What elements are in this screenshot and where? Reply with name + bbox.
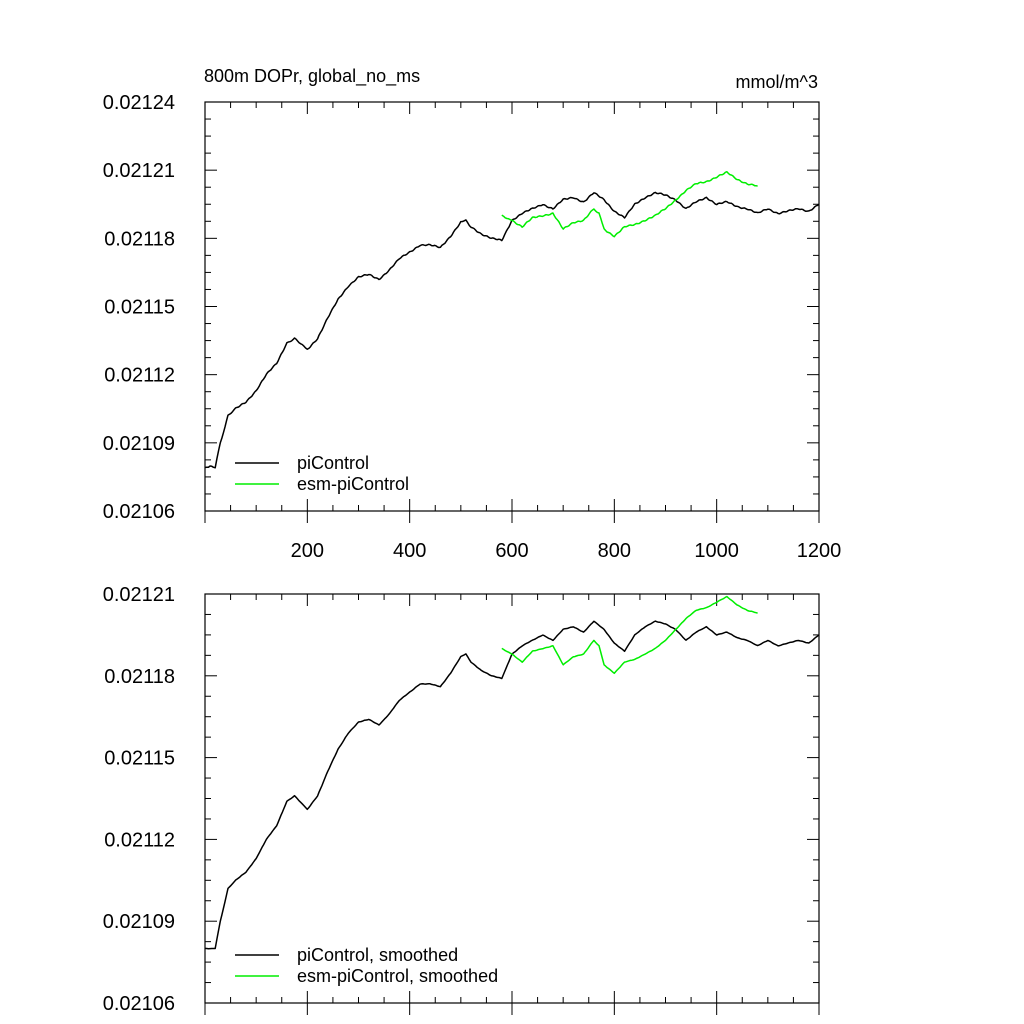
y-tick-label: 0.02112 bbox=[104, 365, 175, 387]
units-label: mmol/m^3 bbox=[736, 72, 818, 92]
top-panel: 200 400 600 800 1000 1200 0.02106 0.02109 0.0211… bbox=[103, 92, 842, 562]
top-plot-frame bbox=[204, 101, 820, 512]
y-tick-label: 0.02118 bbox=[104, 666, 175, 688]
x-tick-label: 600 bbox=[495, 540, 528, 562]
chart-title: 800m DOPr, global_no_ms bbox=[204, 66, 420, 87]
y-tick-label: 0.02124 bbox=[103, 92, 175, 114]
x-tick-label: 1000 bbox=[694, 540, 739, 562]
y-tick-label: 0.02121 bbox=[103, 584, 175, 606]
top-panel-tick-labels: 200 400 600 800 1000 1200 0.02106 0.02109 0.0211… bbox=[103, 92, 842, 562]
x-tick-label: 1200 bbox=[797, 540, 842, 562]
y-tick-label: 0.02106 bbox=[103, 993, 175, 1015]
y-tick-label: 0.02115 bbox=[104, 748, 175, 770]
legend-label: piControl, smoothed bbox=[297, 945, 458, 965]
y-tick-label: 0.02118 bbox=[104, 228, 175, 250]
legend-label: esm-piControl bbox=[297, 474, 409, 494]
series-line-esm-picontrol-smoothed bbox=[501, 595, 758, 675]
y-tick-label: 0.02106 bbox=[103, 501, 175, 523]
legend-label: piControl bbox=[297, 453, 369, 473]
y-tick-label: 0.02112 bbox=[104, 829, 175, 851]
bottom-panel-lines bbox=[204, 595, 820, 950]
y-tick-label: 0.02121 bbox=[103, 160, 175, 182]
x-tick-label: 400 bbox=[393, 540, 426, 562]
x-tick-label: 800 bbox=[598, 540, 631, 562]
top-panel-lines bbox=[204, 170, 820, 469]
bottom-panel-tick-labels: 0.02106 0.02109 0.02112 0.02115 0.02118 0.021… bbox=[103, 584, 175, 1015]
legend-label: esm-piControl, smoothed bbox=[297, 966, 498, 986]
top-panel-ticks bbox=[204, 101, 820, 523]
bottom-panel-ticks bbox=[204, 593, 820, 1015]
series-line-esm-picontrol bbox=[501, 170, 758, 238]
y-tick-label: 0.02115 bbox=[104, 297, 175, 319]
x-tick-label: 200 bbox=[291, 540, 324, 562]
series-line-picontrol-smoothed bbox=[204, 620, 820, 950]
bottom-panel: 0.02106 0.02109 0.02112 0.02115 0.02118 0.021… bbox=[103, 584, 820, 1015]
bottom-plot-frame bbox=[204, 593, 820, 1004]
y-tick-label: 0.02109 bbox=[103, 911, 175, 933]
series-line-picontrol bbox=[204, 191, 820, 469]
y-tick-label: 0.02109 bbox=[103, 433, 175, 455]
